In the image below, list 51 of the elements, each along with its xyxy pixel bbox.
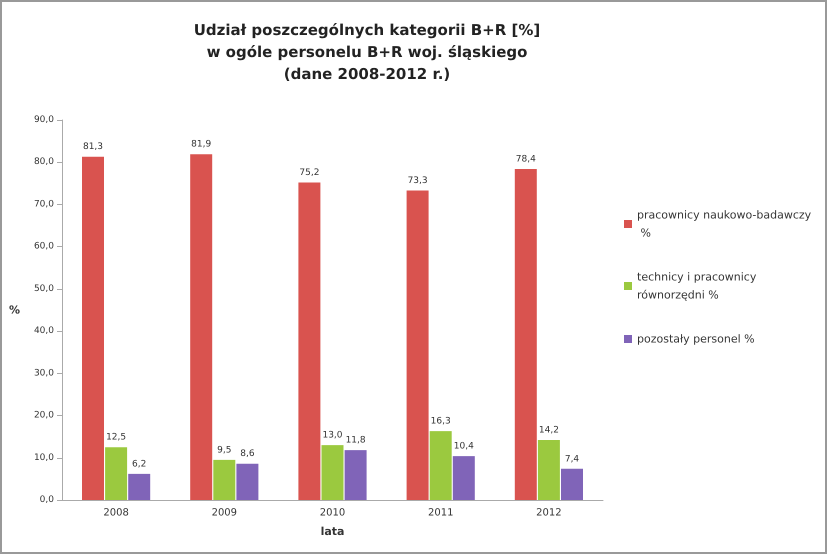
x-tick-label: 2011 [428, 508, 454, 518]
data-label: 81,9 [191, 140, 212, 150]
bar [430, 431, 452, 500]
x-tick-label: 2012 [536, 508, 562, 518]
bar [105, 447, 128, 500]
data-label: 12,5 [106, 432, 126, 443]
y-tick-label: 10,0 [34, 452, 54, 463]
bar [190, 154, 212, 500]
legend-label: pozostały personel % [637, 332, 755, 346]
y-tick-label: 60,0 [34, 242, 54, 252]
bar [344, 450, 367, 500]
data-label: 81,3 [82, 142, 104, 152]
y-tick-label: 30,0 [34, 368, 54, 378]
bar [561, 468, 583, 500]
data-label: 13,0 [322, 430, 343, 441]
bar [322, 445, 344, 500]
y-tick-label: 40,0 [34, 326, 54, 336]
data-label: 14,2 [538, 426, 559, 436]
x-tick-label: 2010 [320, 508, 346, 518]
y-tick-label: 20,0 [34, 410, 54, 421]
data-label: 75,2 [299, 168, 320, 178]
y-tick-label: 80,0 [34, 157, 54, 168]
data-label: 9,5 [217, 445, 232, 456]
bar [538, 440, 560, 500]
bar [82, 156, 104, 500]
bar [213, 460, 236, 500]
bar [236, 464, 258, 500]
data-label: 6,2 [132, 459, 146, 470]
y-tick-label: 90,0 [34, 115, 54, 125]
y-tick-label: 70,0 [34, 199, 54, 210]
y-tick-label: 0,0 [40, 495, 54, 505]
data-label: 78,4 [516, 154, 536, 164]
legend-label: pracownicy naukowo-badawczy % [637, 208, 812, 240]
data-label: 8,6 [240, 449, 255, 460]
y-tick-label: 50,0 [34, 284, 54, 294]
data-label: 11,8 [346, 436, 366, 446]
data-label: 16,3 [430, 416, 451, 427]
bar [128, 474, 150, 500]
chart-title: Udział poszczególnych kategorii B+R [%] w ogóle personelu B+R woj. śląskiego (dane 2008-2012 r.) [194, 21, 540, 83]
bar [298, 182, 320, 500]
bar [406, 190, 429, 500]
data-label: 10,4 [454, 442, 474, 452]
data-label: 7,4 [564, 454, 580, 464]
x-axis-title: lata [320, 525, 344, 538]
data-label: 73,3 [408, 176, 428, 186]
x-tick-label: 2009 [212, 508, 238, 518]
x-tick-label: 2008 [103, 508, 129, 518]
legend-label: technicy i pracownicy równorzędni % [637, 270, 760, 302]
y-axis-title: % [8, 304, 20, 316]
bar [514, 168, 537, 500]
bar [452, 456, 475, 500]
